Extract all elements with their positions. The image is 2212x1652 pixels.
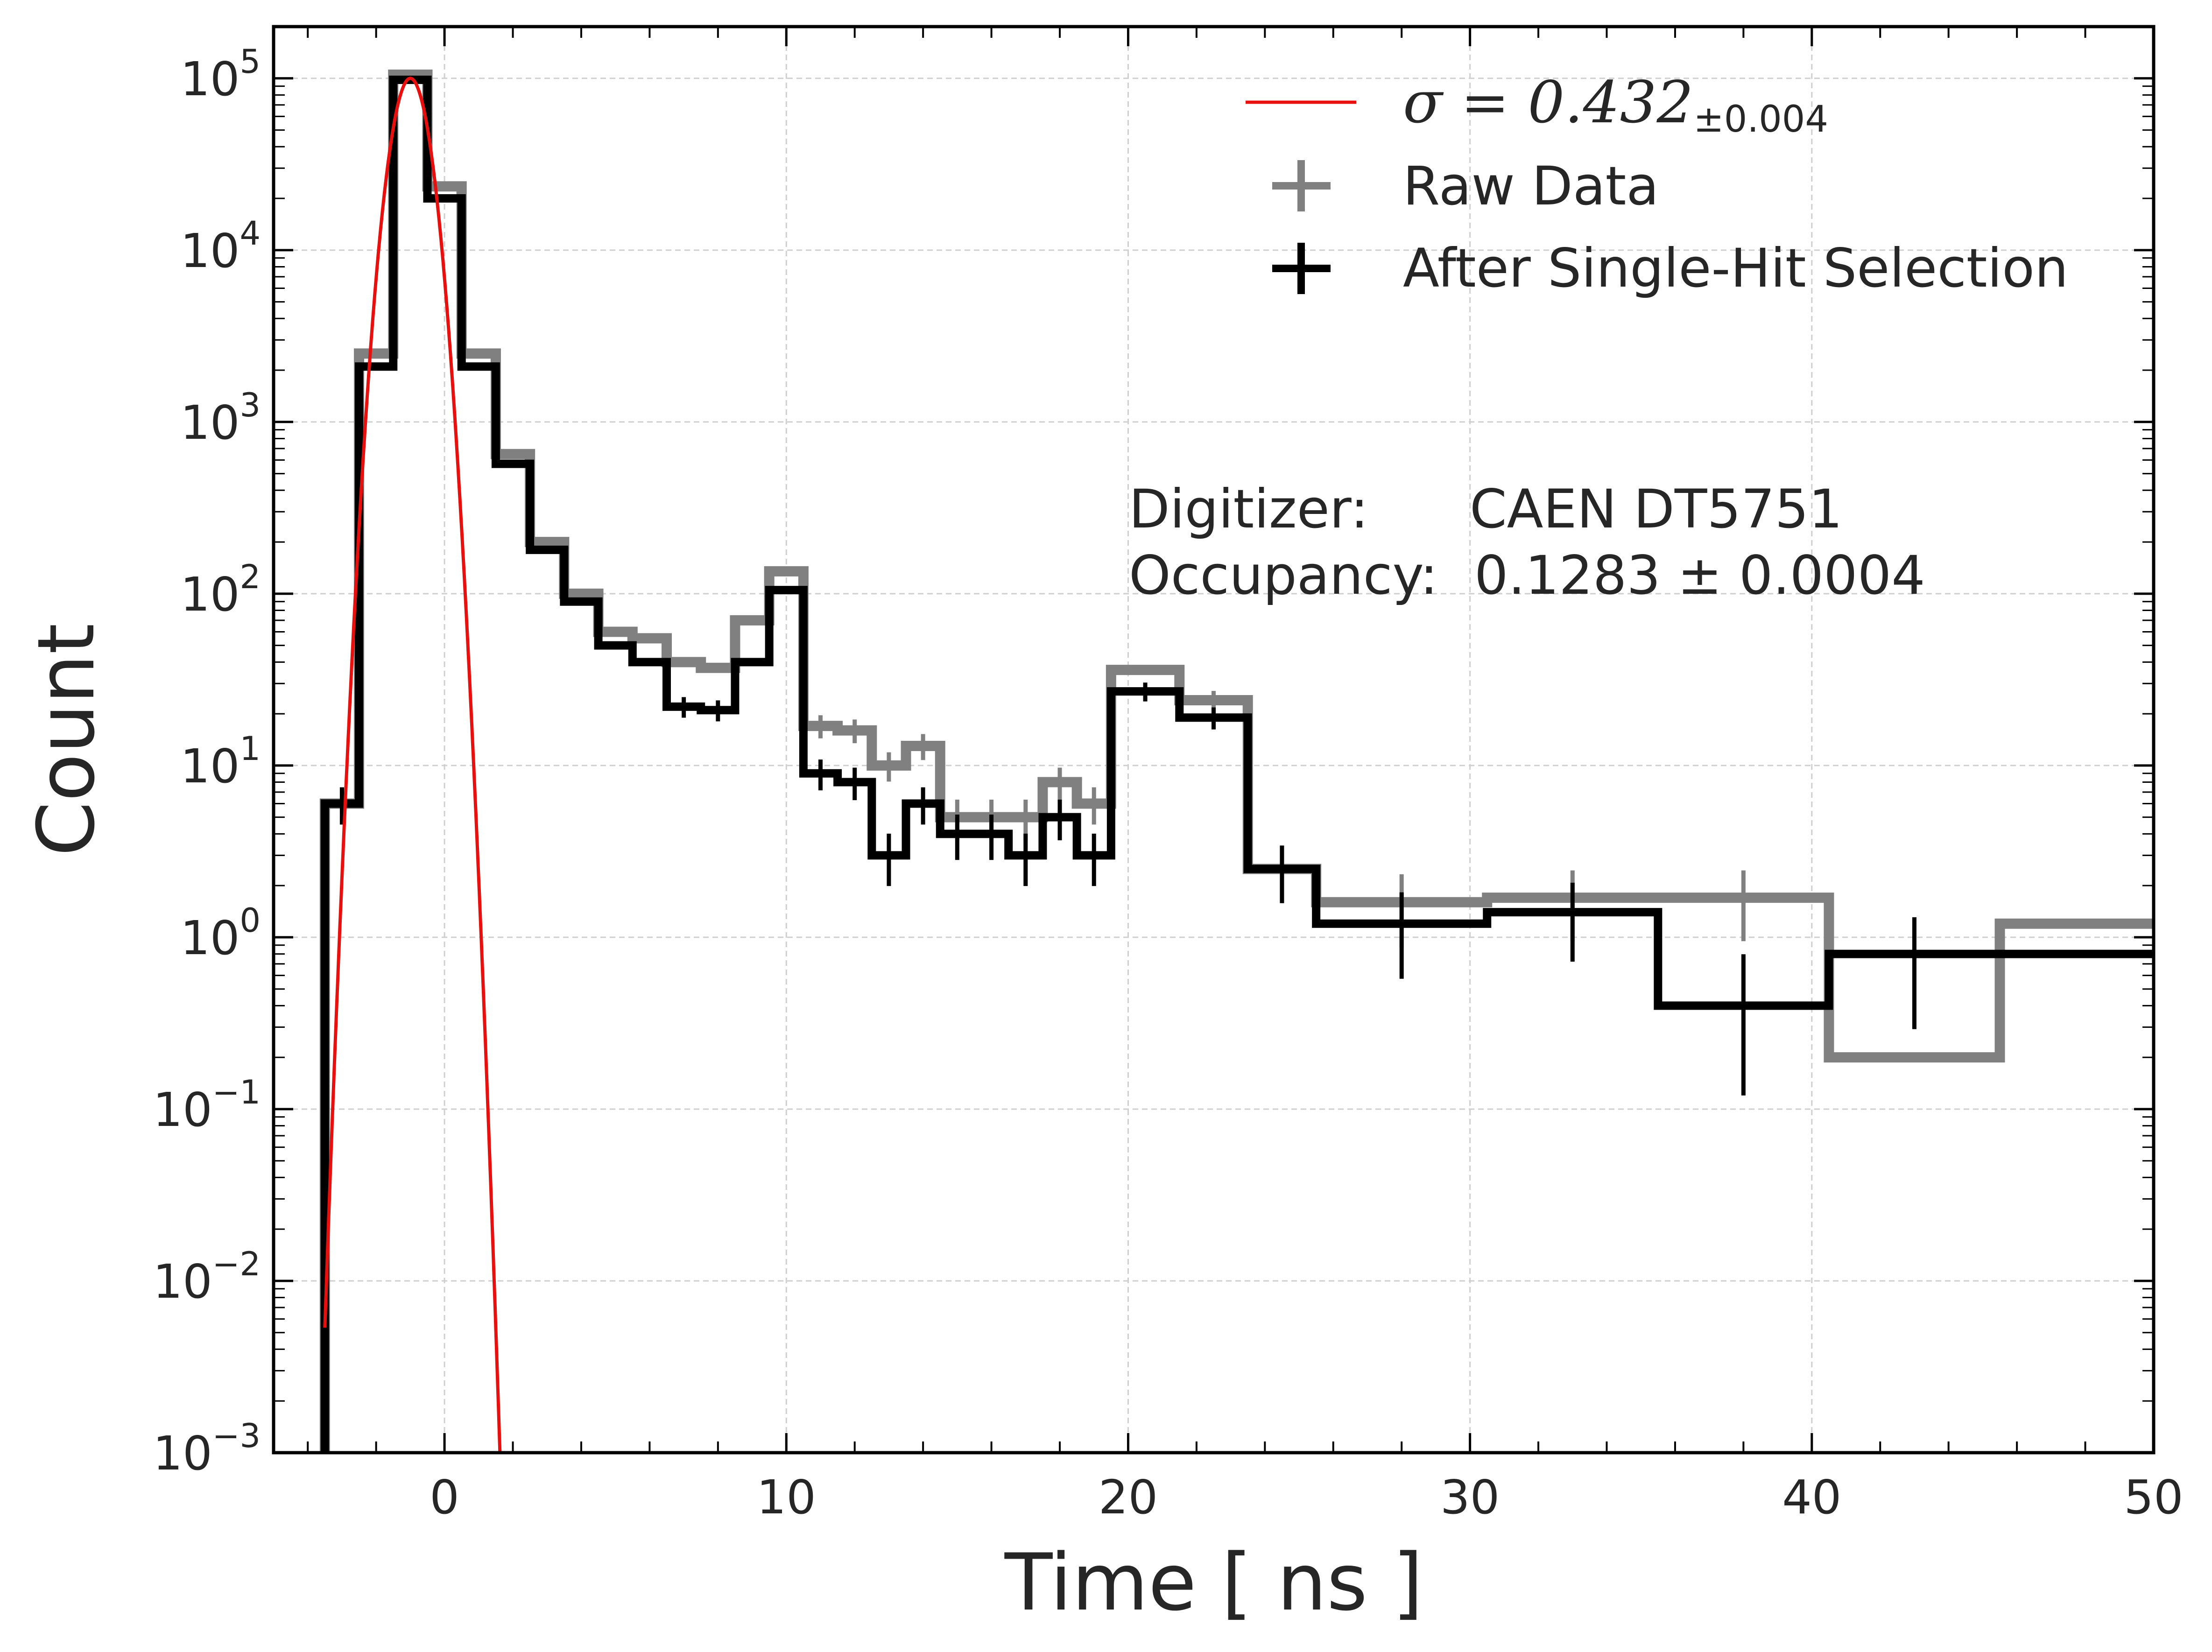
y-tick-label: 10−3 (153, 1417, 261, 1481)
y-tick-base: 10 (153, 1254, 212, 1309)
annotation-box: Digitizer: CAEN DT5751 Occupancy: 0.1283… (1129, 478, 1925, 606)
occupancy-label: Occupancy: (1129, 544, 1438, 606)
x-tick-label: 20 (1099, 1470, 1158, 1525)
legend-fit-sub: ±0.004 (1693, 98, 1828, 141)
histogram-layer (319, 69, 2154, 1453)
y-tick-exponent: 0 (240, 901, 261, 940)
y-tick-label: 101 (180, 730, 261, 794)
y-axis-label: Count (21, 624, 112, 857)
x-axis-label: Time [ ns ] (1004, 1537, 1423, 1628)
plot-frame (272, 25, 2156, 1455)
y-tick-exponent: −1 (212, 1073, 261, 1111)
digitizer-value: CAEN DT5751 (1470, 478, 1843, 540)
y-tick-exponent: 3 (240, 386, 261, 424)
y-tick-label: 100 (180, 901, 261, 965)
y-tick-exponent: 2 (240, 558, 261, 596)
fit-layer (323, 77, 502, 1453)
y-tick-base: 10 (153, 1426, 212, 1481)
y-tick-exponent: 4 (240, 214, 261, 253)
legend-selected-label: After Single-Hit Selection (1403, 237, 2068, 299)
x-tick-label: 40 (1782, 1470, 1841, 1525)
ticks: 0 10 20 30 40 5010510410310210110010−110−210−… (153, 27, 2184, 1525)
legend-raw-label: Raw Data (1403, 155, 1659, 217)
x-tick-label: 30 (1440, 1470, 1500, 1525)
y-tick-base: 10 (180, 739, 240, 794)
y-tick-label: 104 (180, 214, 261, 278)
digitizer-label: Digitizer: (1129, 478, 1368, 540)
legend: σ = 0.432±0.004 Raw Data After Single-Hi… (1246, 69, 2068, 299)
y-tick-base: 10 (180, 567, 240, 622)
y-tick-base: 10 (180, 395, 240, 450)
selected-data-step-line (320, 76, 2154, 1453)
legend-fit-label: σ = 0.432±0.004 (1403, 69, 1828, 141)
gaussian-fit-curve (323, 77, 502, 1453)
x-tick-label: 10 (757, 1470, 816, 1525)
occupancy-value: 0.1283 ± 0.0004 (1474, 544, 1925, 606)
y-tick-label: 10−2 (153, 1245, 261, 1309)
y-tick-label: 102 (180, 558, 261, 622)
y-tick-exponent: 1 (240, 730, 261, 768)
y-tick-base: 10 (153, 1083, 212, 1137)
y-tick-exponent: −3 (212, 1417, 261, 1455)
y-tick-exponent: −2 (212, 1245, 261, 1283)
y-tick-label: 105 (180, 42, 261, 106)
y-tick-exponent: 5 (240, 42, 261, 81)
y-tick-label: 103 (180, 386, 261, 450)
x-tick-label: 0 (430, 1470, 459, 1525)
y-tick-base: 10 (180, 52, 240, 106)
y-tick-label: 10−1 (153, 1073, 261, 1137)
y-tick-base: 10 (180, 224, 240, 278)
x-tick-label: 50 (2124, 1470, 2183, 1525)
y-tick-base: 10 (180, 911, 240, 965)
legend-fit-prefix: σ = 0.432 (1403, 69, 1693, 136)
